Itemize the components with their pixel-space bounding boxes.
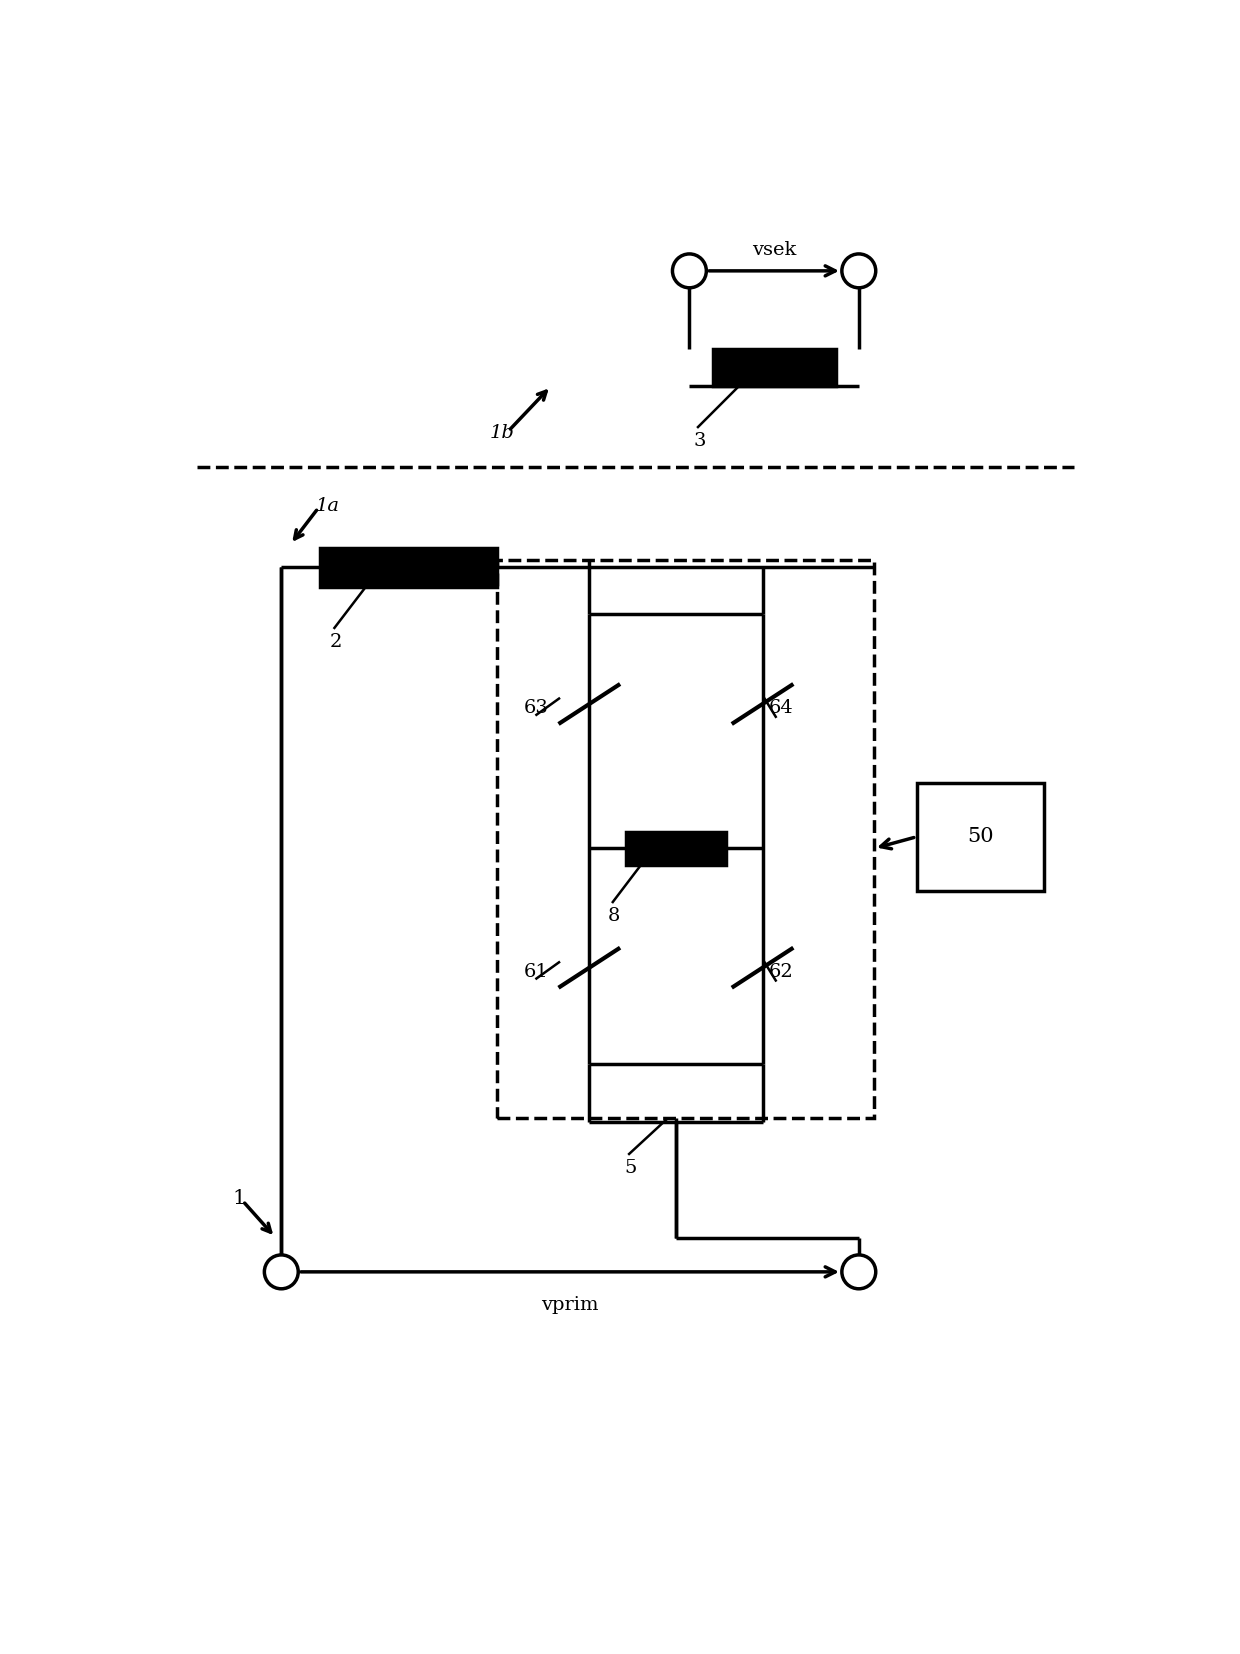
Text: 62: 62: [769, 963, 794, 981]
Text: 61: 61: [523, 963, 548, 981]
Text: vsek: vsek: [751, 241, 796, 260]
Text: 1: 1: [232, 1189, 246, 1207]
Bar: [497, 559, 874, 1118]
Circle shape: [842, 255, 875, 288]
Text: 50: 50: [967, 827, 993, 847]
Circle shape: [672, 255, 707, 288]
Text: 1b: 1b: [490, 423, 515, 442]
Text: 63: 63: [523, 700, 549, 716]
Bar: [916, 782, 1044, 892]
Text: 64: 64: [769, 700, 794, 716]
Bar: [626, 832, 725, 865]
Bar: [713, 349, 836, 385]
Text: 8: 8: [608, 906, 620, 925]
Bar: [320, 547, 497, 587]
Text: vprim: vprim: [542, 1297, 599, 1315]
Text: 2: 2: [330, 633, 342, 650]
Circle shape: [842, 1255, 875, 1288]
Text: 1a: 1a: [316, 496, 340, 514]
Text: 5: 5: [624, 1159, 636, 1176]
Circle shape: [264, 1255, 299, 1288]
Text: 3: 3: [693, 432, 706, 450]
